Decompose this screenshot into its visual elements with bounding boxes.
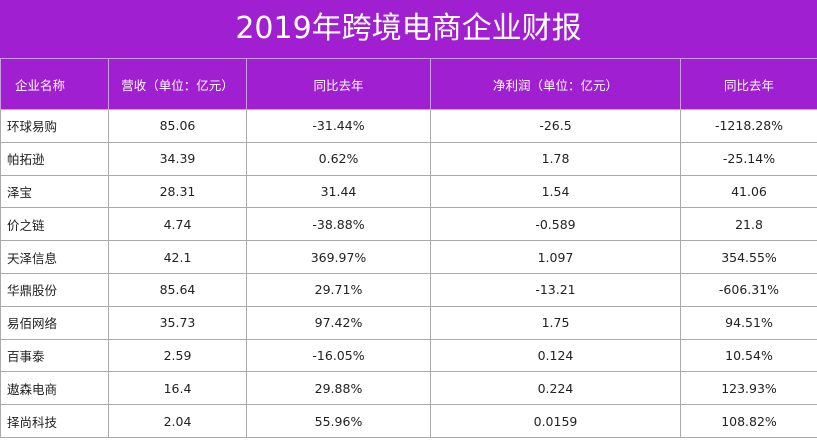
cell-revenue-yoy: 369.97%: [246, 240, 431, 274]
table-row: 帕拓逊 34.39 0.62% 1.78 -25.14%: [0, 141, 817, 176]
table-row: 价之链 4.74 -38.88% -0.589 21.8: [0, 207, 817, 242]
cell-net-profit: 1.75: [430, 305, 681, 340]
cell-revenue: 34.39: [108, 141, 247, 176]
cell-profit-yoy: 108.82%: [680, 404, 817, 438]
table-row: 华鼎股份 85.64 29.71% -13.21 -606.31%: [0, 272, 817, 307]
header-company-name: 企业名称: [0, 58, 109, 110]
cell-profit-yoy: 10.54%: [680, 338, 817, 373]
cell-company-name: 帕拓逊: [0, 141, 109, 176]
report-title: 2019年跨境电商企业财报: [0, 0, 817, 58]
cell-company-name: 易佰网络: [0, 305, 109, 340]
cell-company-name: 泽宝: [0, 174, 109, 209]
cell-revenue-yoy: 0.62%: [246, 141, 431, 176]
cell-profit-yoy: 94.51%: [680, 305, 817, 340]
table-row: 天泽信息 42.1 369.97% 1.097 354.55%: [0, 240, 817, 274]
cell-profit-yoy: 354.55%: [680, 240, 817, 274]
cell-revenue: 42.1: [108, 240, 247, 274]
cell-profit-yoy: -25.14%: [680, 141, 817, 176]
cell-company-name: 择尚科技: [0, 404, 109, 438]
cell-profit-yoy: 123.93%: [680, 371, 817, 406]
cell-company-name: 遨森电商: [0, 371, 109, 406]
header-row: 企业名称 营收（单位：亿元） 同比去年 净利润（单位：亿元） 同比去年: [0, 58, 817, 110]
cell-revenue-yoy: 29.88%: [246, 371, 431, 406]
cell-net-profit: 1.54: [430, 174, 681, 209]
cell-profit-yoy: -1218.28%: [680, 109, 817, 143]
cell-net-profit: 0.124: [430, 338, 681, 373]
cell-revenue-yoy: 97.42%: [246, 305, 431, 340]
cell-revenue: 85.06: [108, 109, 247, 143]
table-row: 遨森电商 16.4 29.88% 0.224 123.93%: [0, 371, 817, 406]
cell-net-profit: 1.78: [430, 141, 681, 176]
table-body: 环球易购 85.06 -31.44% -26.5 -1218.28% 帕拓逊 34.39 0.…: [0, 109, 817, 438]
cell-net-profit: 0.224: [430, 371, 681, 406]
cell-profit-yoy: -606.31%: [680, 272, 817, 307]
table-row: 易佰网络 35.73 97.42% 1.75 94.51%: [0, 305, 817, 340]
cell-net-profit: -0.589: [430, 207, 681, 242]
cell-net-profit: 1.097: [430, 240, 681, 274]
header-revenue: 营收（单位：亿元）: [108, 58, 247, 110]
cell-company-name: 百事泰: [0, 338, 109, 373]
header-net-profit: 净利润（单位：亿元）: [430, 58, 681, 110]
cell-company-name: 天泽信息: [0, 240, 109, 274]
cell-revenue-yoy: 55.96%: [246, 404, 431, 438]
header-revenue-yoy: 同比去年: [246, 58, 431, 110]
cell-revenue-yoy: -38.88%: [246, 207, 431, 242]
cell-revenue: 2.04: [108, 404, 247, 438]
cell-revenue: 28.31: [108, 174, 247, 209]
cell-company-name: 华鼎股份: [0, 272, 109, 307]
cell-profit-yoy: 21.8: [680, 207, 817, 242]
cell-revenue-yoy: 31.44: [246, 174, 431, 209]
cell-revenue: 35.73: [108, 305, 247, 340]
cell-revenue: 16.4: [108, 371, 247, 406]
financial-table: 企业名称 营收（单位：亿元） 同比去年 净利润（单位：亿元） 同比去年 环球易购…: [0, 58, 817, 438]
cell-company-name: 价之链: [0, 207, 109, 242]
cell-revenue-yoy: 29.71%: [246, 272, 431, 307]
cell-revenue-yoy: -16.05%: [246, 338, 431, 373]
cell-net-profit: -26.5: [430, 109, 681, 143]
cell-profit-yoy: 41.06: [680, 174, 817, 209]
cell-company-name: 环球易购: [0, 109, 109, 143]
cell-revenue-yoy: -31.44%: [246, 109, 431, 143]
table-row: 环球易购 85.06 -31.44% -26.5 -1218.28%: [0, 109, 817, 143]
cell-revenue: 4.74: [108, 207, 247, 242]
cell-revenue: 85.64: [108, 272, 247, 307]
cell-net-profit: 0.0159: [430, 404, 681, 438]
table-row: 择尚科技 2.04 55.96% 0.0159 108.82%: [0, 404, 817, 438]
cell-revenue: 2.59: [108, 338, 247, 373]
table-row: 泽宝 28.31 31.44 1.54 41.06: [0, 174, 817, 209]
table-row: 百事泰 2.59 -16.05% 0.124 10.54%: [0, 338, 817, 373]
header-profit-yoy: 同比去年: [680, 58, 817, 110]
cell-net-profit: -13.21: [430, 272, 681, 307]
